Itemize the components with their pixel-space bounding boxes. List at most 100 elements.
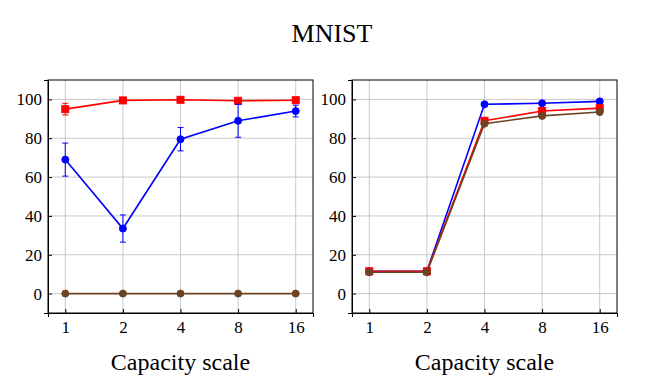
tick-mark (542, 309, 543, 313)
tick-mark (48, 99, 52, 100)
x-axis-label: Capacity scale (415, 349, 554, 375)
tick-mark (48, 216, 52, 217)
tick: 100 (17, 90, 53, 109)
series (366, 105, 603, 275)
error-bar (62, 103, 68, 115)
error-bar (235, 104, 241, 137)
tick-label: 0 (34, 285, 43, 304)
marker (235, 290, 242, 297)
error-bar-cap (120, 214, 126, 215)
tick-mark (181, 309, 182, 313)
tick: 60 (25, 168, 52, 187)
marker (423, 269, 430, 276)
tick-mark (352, 294, 356, 295)
marker (481, 101, 488, 108)
tick-mark (352, 177, 356, 178)
grid-line (369, 80, 370, 313)
tick-mark (48, 255, 52, 256)
series-line (369, 112, 599, 272)
tick: 8 (538, 309, 547, 337)
tick-mark (48, 294, 52, 295)
tick-label: 40 (25, 207, 42, 226)
tick-label: 16 (288, 318, 305, 337)
tick-mark (48, 177, 52, 178)
series-line (369, 108, 599, 271)
tick-mark (123, 309, 124, 313)
tick: 20 (25, 246, 52, 265)
error-bar (178, 128, 184, 151)
grid-line (180, 80, 181, 313)
plot-area (62, 96, 299, 297)
marker (62, 156, 69, 163)
tick: 40 (25, 207, 52, 226)
tick: 20 (329, 246, 356, 265)
tick-label: 80 (329, 129, 346, 148)
x-axis: 1 2 4 8 16 (49, 309, 314, 337)
error-bar-cap (293, 105, 299, 106)
y-axis: 0 20 40 60 80 100 (17, 81, 53, 314)
marker (423, 268, 430, 275)
error-bar (120, 215, 126, 242)
tick-label: 0 (338, 285, 347, 304)
error-bar-cap (178, 127, 184, 128)
tick: 0 (338, 285, 357, 304)
tick-mark (600, 309, 601, 313)
series-line (65, 111, 295, 228)
tick-label: 4 (177, 318, 186, 337)
marker (235, 117, 242, 124)
grid-line (238, 80, 239, 313)
error-bar-cap (62, 114, 68, 115)
tick-mark (352, 138, 356, 139)
tick: 8 (234, 309, 243, 337)
series (62, 290, 299, 297)
tick-label: 2 (119, 318, 128, 337)
tick-mark (65, 309, 66, 313)
tick-label: 100 (321, 90, 347, 109)
tick-label: 60 (329, 168, 346, 187)
error-bar-cap (120, 242, 126, 243)
error-bar (62, 143, 68, 176)
grid (352, 80, 617, 313)
tick-label: 8 (234, 318, 243, 337)
marker (119, 225, 126, 232)
tick-label: 20 (329, 246, 346, 265)
tick: 4 (481, 309, 490, 337)
tick-mark (352, 255, 356, 256)
tick-label: 1 (62, 318, 71, 337)
x-axis-label: Capacity scale (111, 349, 250, 375)
tick-mark (427, 309, 428, 313)
series (62, 104, 299, 242)
axis-line (44, 81, 49, 314)
tick-mark (48, 138, 52, 139)
marker (539, 112, 546, 119)
error-bar-cap (62, 143, 68, 144)
figure: MNIST020406080100124816Capacity scale020… (0, 0, 664, 384)
y-axis: 020406080100 (321, 81, 357, 314)
tick-label: 4 (481, 318, 490, 337)
marker (119, 97, 126, 104)
tick-label: 16 (592, 318, 609, 337)
marker (596, 109, 603, 116)
axis-line (348, 81, 353, 314)
marker (366, 268, 373, 275)
tick-label: 2 (423, 318, 432, 337)
marker (366, 268, 373, 275)
marker (119, 290, 126, 297)
tick: 100 (321, 90, 357, 109)
marker (423, 268, 430, 275)
tick: 4 (177, 309, 186, 337)
error-bar-cap (62, 176, 68, 177)
tick-mark (485, 309, 486, 313)
plot-frame (352, 80, 617, 313)
marker (235, 97, 242, 104)
tick: 2 (119, 309, 128, 337)
series (366, 98, 603, 275)
tick-mark (238, 309, 239, 313)
error-bar-cap (293, 116, 299, 117)
tick-label: 80 (25, 129, 42, 148)
marker (62, 290, 69, 297)
tick-label: 1 (366, 318, 375, 337)
marker (539, 100, 546, 107)
tick: 1 (366, 309, 375, 337)
marker (366, 269, 373, 276)
